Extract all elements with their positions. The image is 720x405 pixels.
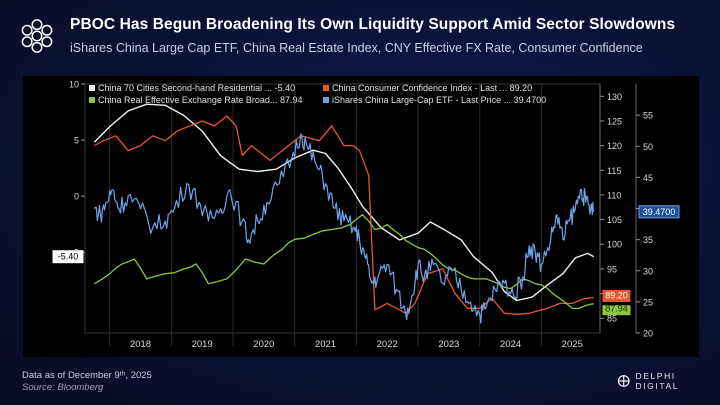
legend-swatch [323, 97, 329, 103]
right-inner-tick-label: 110 [607, 190, 621, 200]
page-title: PBOC Has Begun Broadening Its Own Liquid… [70, 16, 676, 33]
brand-logo-icon [21, 19, 53, 53]
chart-svg: 201820192020202120222023202420251050-513… [52, 80, 680, 350]
series-line-residential [93, 103, 595, 302]
right-inner-tick-label: 130 [607, 92, 622, 102]
right-outer-tick-label: 35 [643, 235, 653, 245]
end-label-residential-box [52, 250, 84, 264]
right-inner-tick-label: 85 [607, 314, 617, 324]
legend-label: China Real Effective Exchange Rate Broad… [98, 95, 302, 105]
x-tick-label: 2025 [562, 339, 583, 350]
right-inner-tick-label: 125 [607, 116, 622, 126]
legend-label: China 70 Cities Second-hand Residential … [98, 83, 295, 93]
legend-label: China Consumer Confidence Index - Last .… [332, 83, 532, 93]
legend-label: iShares China Large-Cap ETF - Last Price… [332, 95, 546, 105]
x-tick-label: 2021 [315, 339, 336, 350]
left-tick-label: 10 [69, 80, 79, 90]
left-tick-label: 5 [74, 136, 79, 146]
right-inner-tick-label: 115 [607, 166, 621, 176]
right-inner-tick-label: 105 [607, 215, 622, 225]
x-tick-label: 2019 [192, 339, 213, 350]
page-subtitle: iShares China Large Cap ETF, China Real … [70, 41, 643, 55]
right-inner-tick-label: 100 [607, 240, 622, 250]
x-tick-label: 2023 [438, 339, 459, 350]
x-tick-label: 2020 [253, 339, 274, 350]
series-line-consumer-confidence [93, 115, 594, 315]
series-line-reer [93, 214, 594, 310]
right-inner-tick-label: 95 [607, 264, 617, 274]
right-outer-tick-label: 50 [643, 142, 653, 152]
x-tick-label: 2018 [130, 339, 151, 350]
end-label-consumer-confidence-box [602, 289, 631, 302]
plot-frame [84, 83, 601, 334]
left-tick-label: 0 [74, 192, 79, 202]
end-label-etf: 39.4700 [643, 207, 676, 217]
right-outer-tick-label: 25 [643, 297, 653, 307]
right-inner-tick-label: 120 [607, 141, 622, 151]
brand-footer: DELPHI DIGITAL [617, 371, 720, 391]
legend-swatch [89, 85, 95, 91]
x-tick-label: 2024 [500, 339, 521, 350]
data-date-note: Data as of December 9ᵗʰ, 2025 [22, 370, 152, 381]
right-outer-tick-label: 30 [643, 266, 653, 276]
right-outer-tick-label: 55 [643, 111, 653, 121]
right-outer-tick-label: 20 [643, 329, 653, 339]
chart-panel: 201820192020202120222023202420251050-513… [23, 76, 699, 357]
x-tick-label: 2022 [377, 339, 398, 350]
end-label-consumer-confidence: 89.20 [605, 290, 628, 300]
delphi-mark-icon [617, 375, 630, 387]
end-label-reer-box [602, 305, 631, 316]
brand-name: DELPHI DIGITAL [635, 371, 680, 391]
series-line-etf [93, 133, 595, 324]
end-label-reer: 87.94 [605, 304, 628, 314]
right-outer-tick-label: 45 [643, 173, 653, 183]
legend-swatch [323, 85, 329, 91]
source-note: Source: Bloomberg [22, 382, 104, 393]
end-label-etf-box [638, 205, 680, 219]
legend-swatch [89, 97, 95, 103]
end-label-residential: -5.40 [58, 252, 79, 262]
